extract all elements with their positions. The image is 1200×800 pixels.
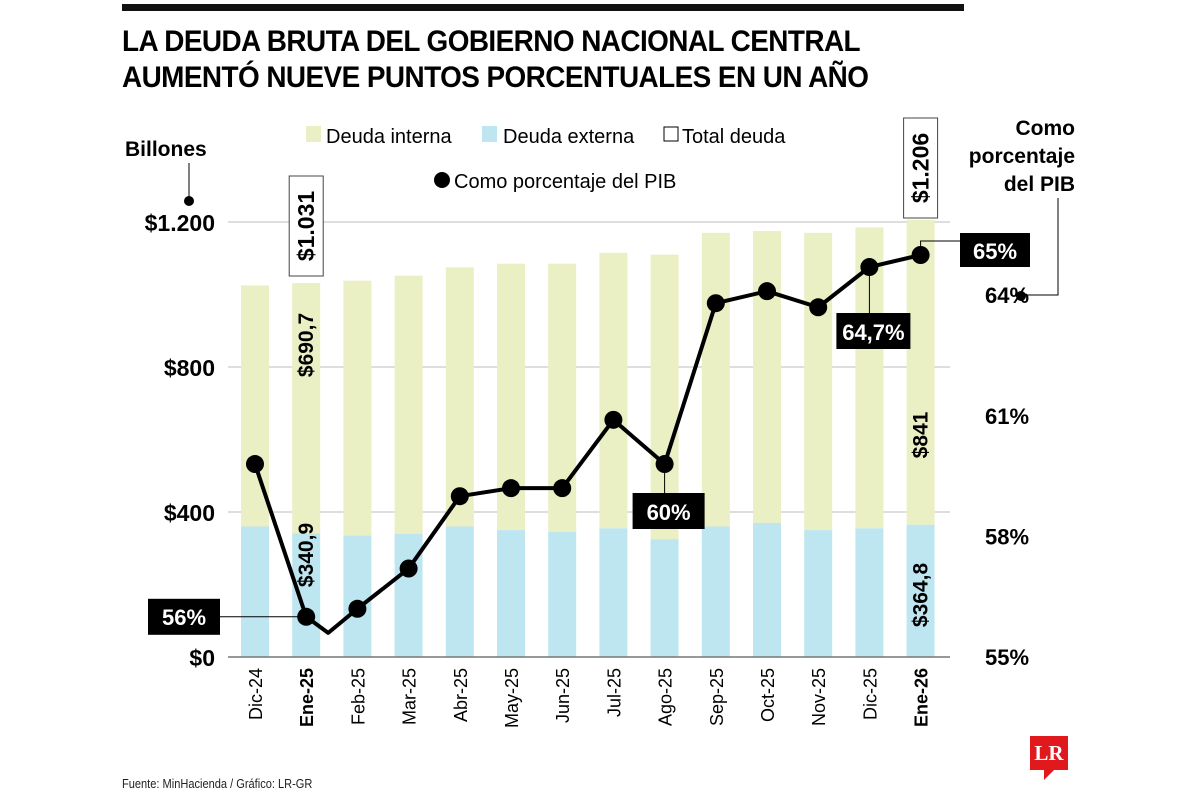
total-label: $1.206 [908, 133, 934, 203]
pib-point [604, 410, 623, 429]
bar-deuda-interna [599, 252, 628, 529]
x-tick-label: Dic-24 [246, 668, 266, 720]
bar-deuda-externa [343, 535, 372, 657]
top-rule [122, 4, 964, 11]
pct-box [148, 598, 220, 635]
y2-axis-title-dot [1016, 291, 1026, 301]
x-tick-label: Nov-25 [809, 668, 829, 726]
pib-point [348, 599, 367, 618]
source-footer: Fuente: MinHacienda / Gráfico: LR-GR [122, 776, 313, 791]
bar-deuda-externa [497, 530, 525, 657]
pct-label: 56% [162, 605, 206, 630]
x-tick-label: Oct-25 [758, 668, 778, 722]
legend-dot-pib [434, 172, 450, 188]
y-tick-label: $0 [189, 645, 215, 671]
legend-label: Deuda interna [326, 126, 453, 148]
y-tick-label: $800 [164, 355, 215, 381]
y-axis-title: Billones [125, 138, 207, 161]
bar-deuda-externa [548, 531, 577, 657]
pib-point [809, 298, 828, 317]
legend-label: Deuda externa [503, 126, 635, 148]
pib-point [706, 294, 725, 313]
legend-label: Como porcentaje del PIB [454, 171, 676, 193]
x-tick-label: May-25 [502, 668, 522, 728]
y-tick-label: $400 [164, 500, 215, 526]
y2-axis-title: Como [1016, 117, 1076, 140]
legend-label: Total deuda [682, 126, 786, 148]
bar-deuda-interna [394, 275, 423, 534]
pct-label: 64,7% [842, 320, 904, 345]
bar-deuda-interna [343, 280, 372, 536]
y2-axis-title-leader [1025, 198, 1059, 296]
y2-tick-label: 61% [985, 404, 1029, 429]
bar-deuda-externa [906, 524, 935, 657]
pib-point [246, 455, 264, 474]
x-tick-label: Jun-25 [553, 668, 573, 723]
pct-leader [920, 240, 960, 255]
pib-point [502, 479, 520, 498]
interna-value-label: $841 [910, 411, 933, 458]
total-box [288, 175, 324, 277]
chart-title: LA DEUDA BRUTA DEL GOBIERNO NACIONAL CEN… [122, 24, 869, 96]
pct-box [632, 493, 705, 529]
x-tick-label: Mar-25 [400, 668, 420, 725]
x-tick-label: Ene-26 [912, 668, 932, 727]
bar-deuda-interna [445, 267, 474, 527]
pib-point [399, 559, 418, 578]
lr-logo: LR [1030, 736, 1068, 780]
pib-point [758, 282, 776, 301]
y-axis-title-dot [184, 196, 194, 206]
title-line-2: AUMENTÓ NUEVE PUNTOS PORCENTUALES EN UN … [122, 61, 869, 94]
legend-swatch-externa [482, 126, 497, 142]
bar-deuda-externa [445, 526, 474, 657]
x-tick-label: Ago-25 [656, 668, 676, 726]
y2-tick-label: 58% [985, 524, 1029, 549]
legend-swatch-interna [306, 126, 321, 142]
pct-box [960, 233, 1030, 267]
y2-tick-label: 55% [985, 645, 1029, 670]
total-label: $1.031 [293, 191, 319, 262]
y-tick-label: $1.200 [145, 210, 215, 236]
externa-value-label: $340,9 [295, 523, 318, 587]
bar-deuda-interna [906, 219, 935, 525]
x-tick-label: Jul-25 [604, 668, 624, 717]
bar-deuda-interna [753, 231, 781, 523]
pct-label: 60% [647, 500, 691, 525]
bar-deuda-externa [753, 522, 781, 657]
interna-value-label: $690,7 [295, 313, 318, 377]
bar-deuda-externa [599, 528, 628, 657]
x-tick-label: Ene-25 [297, 668, 317, 727]
y2-axis-title: porcentaje [969, 145, 1075, 168]
bar-deuda-interna [804, 232, 833, 531]
bar-deuda-externa [804, 530, 833, 657]
pct-label: 65% [973, 239, 1017, 264]
bar-deuda-externa [650, 539, 679, 657]
bar-deuda-interna [292, 283, 321, 534]
y2-axis-title: del PIB [1004, 173, 1075, 196]
pct-box [836, 313, 911, 349]
bar-deuda-externa [241, 526, 269, 657]
bar-deuda-externa [701, 526, 730, 657]
bar-deuda-externa [855, 528, 884, 657]
x-tick-label: Sep-25 [707, 668, 727, 726]
bar-deuda-interna [701, 232, 730, 527]
pib-point [450, 487, 469, 506]
total-box [903, 117, 939, 219]
x-tick-label: Feb-25 [348, 668, 368, 725]
pib-point [553, 479, 572, 498]
legend-swatch-total [663, 126, 679, 142]
x-tick-label: Dic-25 [860, 668, 880, 720]
title-line-1: LA DEUDA BRUTA DEL GOBIERNO NACIONAL CEN… [122, 25, 861, 58]
externa-value-label: $364,8 [910, 563, 933, 628]
x-tick-label: Abr-25 [451, 668, 471, 722]
